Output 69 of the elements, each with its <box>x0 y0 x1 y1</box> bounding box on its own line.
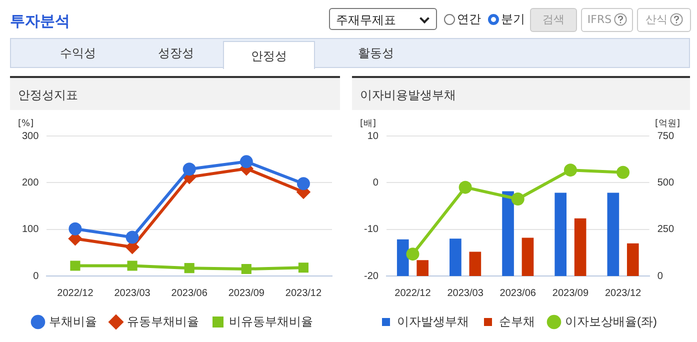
legend-label: 유동부채비율 <box>127 314 199 328</box>
text: 주재무제표 <box>336 13 396 27</box>
bar <box>574 218 586 276</box>
bar <box>450 238 462 276</box>
x-tick-label: 2023/12 <box>285 288 322 299</box>
text: 성장성 <box>157 45 195 62</box>
point <box>70 260 80 271</box>
bar <box>396 239 409 276</box>
bar <box>502 191 514 276</box>
point <box>68 222 82 236</box>
y2-tick-label: 750 <box>657 130 674 142</box>
text: 활동성 <box>357 45 395 62</box>
bar <box>554 192 567 276</box>
legend-label: 순부채 <box>499 314 536 328</box>
bar <box>522 238 534 276</box>
y2-axis-title: [억원] <box>654 118 680 129</box>
point <box>240 155 253 168</box>
point <box>127 260 138 271</box>
chart-title: 안정성지표 <box>10 76 340 110</box>
x-tick-label: 2023/06 <box>171 288 208 299</box>
x-tick-label: 2022/12 <box>57 288 94 299</box>
x-tick-label: 2023/06 <box>500 288 536 299</box>
y-axis-title: [배] <box>360 118 376 129</box>
y-axis-title: [%] <box>18 118 34 129</box>
y-tick-label: -10 <box>364 224 379 236</box>
x-tick-label: 2023/09 <box>552 288 589 299</box>
x-tick-label: 2023/09 <box>228 288 265 299</box>
bar <box>607 192 620 276</box>
y2-tick-label: 500 <box>657 177 674 188</box>
point <box>564 164 577 177</box>
text: 산식 <box>637 8 691 32</box>
y-tick-label: 10 <box>367 130 379 142</box>
point <box>298 262 309 273</box>
x-tick-label: 2023/03 <box>114 288 151 299</box>
y2-tick-label: 0 <box>657 270 664 282</box>
legend-label: 이자발생부채 <box>397 314 470 328</box>
y2-tick-label: 250 <box>657 224 674 236</box>
text: 분기 <box>501 11 525 28</box>
x-tick-label: 2023/12 <box>604 288 642 299</box>
text: 안정성 <box>223 41 315 69</box>
bar <box>626 243 639 276</box>
y-tick-label: 300 <box>22 130 40 142</box>
point <box>296 177 310 190</box>
bar <box>416 260 429 276</box>
text: 검색 <box>530 8 577 32</box>
text: 연간 <box>457 11 481 28</box>
y-tick-label: 200 <box>22 177 40 188</box>
text: 투자분석 <box>10 12 70 31</box>
x-tick-label: 2022/12 <box>394 288 432 299</box>
legend-label: 이자보상배율(좌) <box>565 314 658 328</box>
point <box>458 180 472 194</box>
chart-title: 이자비용발생부채 <box>352 76 690 110</box>
point <box>511 192 524 206</box>
bar <box>469 252 482 276</box>
point <box>182 162 196 176</box>
legend-label: 비유동부채비율 <box>229 314 313 328</box>
text: IFRS <box>581 8 633 32</box>
text: 수익성 <box>59 45 97 62</box>
x-tick-label: 2023/03 <box>447 288 484 299</box>
point <box>241 264 252 274</box>
y-tick-label: -20 <box>364 270 379 282</box>
y-tick-label: 0 <box>372 177 379 188</box>
point <box>184 263 194 274</box>
y-tick-label: 100 <box>22 224 40 236</box>
point <box>616 166 630 179</box>
legend-label: 부채비율 <box>49 314 97 328</box>
y-tick-label: 0 <box>33 270 40 282</box>
point <box>406 248 420 261</box>
point <box>126 230 139 244</box>
